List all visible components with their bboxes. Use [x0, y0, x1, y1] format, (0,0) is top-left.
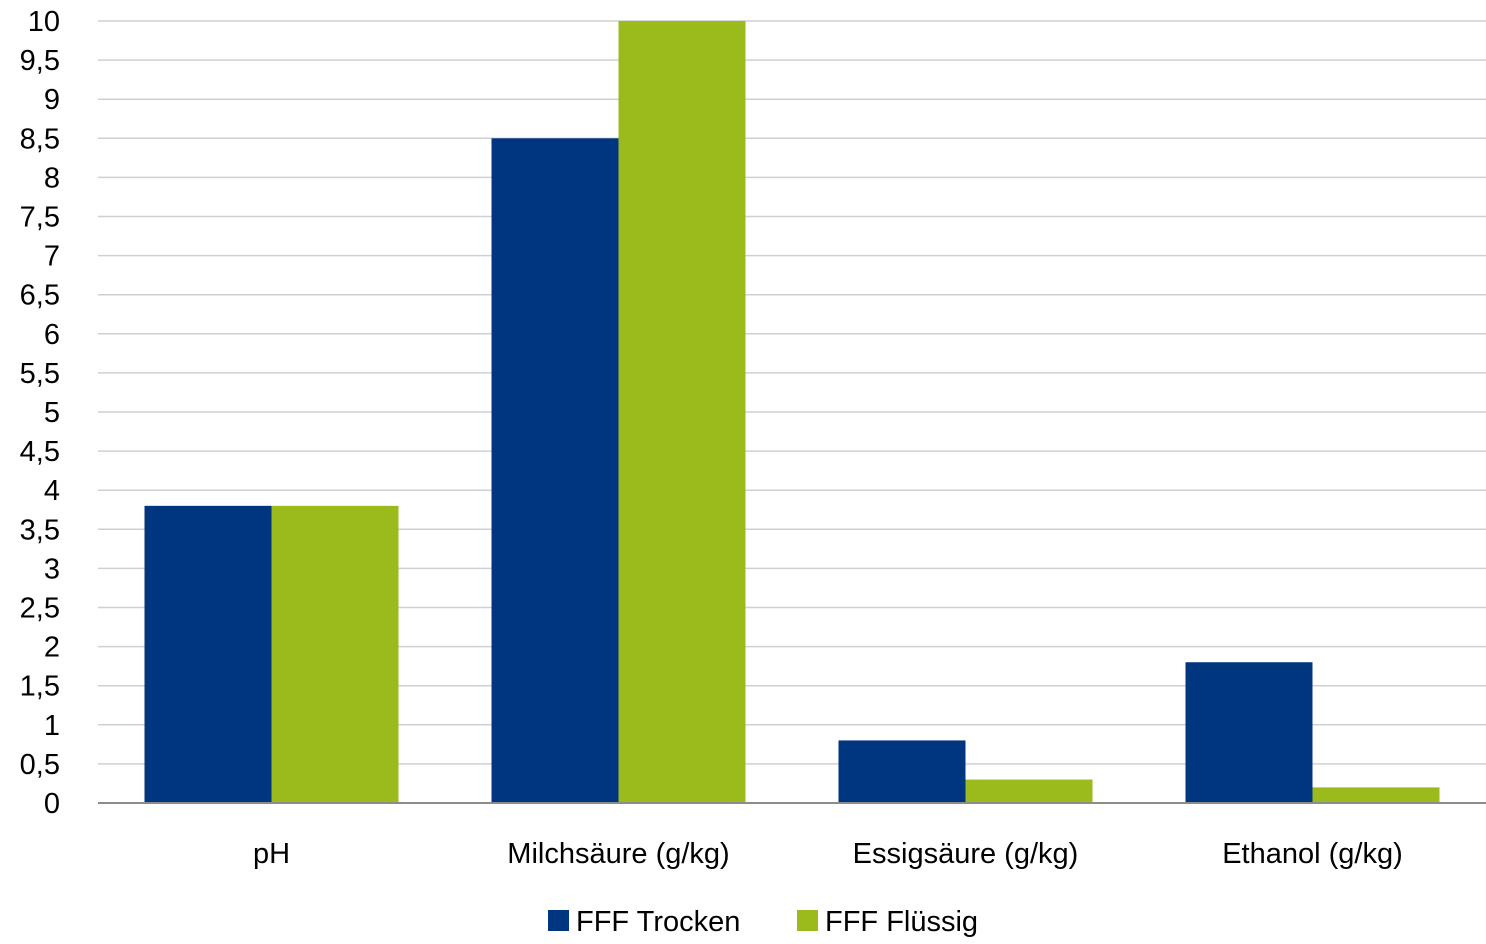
y-tick-label: 5,5: [20, 358, 60, 390]
y-tick-label: 3: [44, 553, 60, 585]
y-tick-label: 7,5: [20, 202, 60, 234]
y-tick-label: 9,5: [20, 45, 60, 77]
legend-label: FFF Trocken: [576, 906, 740, 938]
x-category-label: pH: [253, 838, 290, 870]
x-category-label: Essigsäure (g/kg): [853, 838, 1079, 870]
y-tick-label: 1,5: [20, 671, 60, 703]
bar-fff-fluessig: [618, 21, 746, 803]
y-tick-label: 4: [44, 475, 60, 507]
y-tick-label: 0,5: [20, 749, 60, 781]
y-tick-label: 7: [44, 241, 60, 273]
legend-item: FFF Trocken: [548, 906, 740, 938]
x-category-label: Ethanol (g/kg): [1222, 838, 1403, 870]
y-tick-label: 5: [44, 397, 60, 429]
x-axis-category-labels: pH Milchsäure (g/kg) Essigsäure (g/kg) Etha…: [253, 838, 1403, 870]
bar-fff-trocken: [144, 505, 272, 803]
y-tick-label: 3,5: [20, 514, 60, 546]
bar-fff-trocken: [1185, 662, 1313, 803]
y-tick-label: 0: [44, 788, 60, 820]
bar-fff-fluessig: [965, 779, 1093, 803]
x-category-label: Milchsäure (g/kg): [507, 838, 729, 870]
y-tick-label: 6: [44, 319, 60, 351]
y-tick-label: 1: [44, 710, 60, 742]
bar-fff-fluessig: [271, 505, 399, 803]
bar-fff-trocken: [838, 740, 966, 803]
bar-fff-trocken: [491, 138, 619, 804]
legend-swatch: [548, 910, 569, 931]
legend-label: FFF Flüssig: [825, 906, 978, 938]
bars: [144, 21, 1440, 804]
y-tick-label: 6,5: [20, 280, 60, 312]
legend: FFF Trocken FFF Flüssig: [548, 906, 978, 938]
bar-fff-fluessig: [1312, 787, 1440, 803]
y-tick-label: 10: [28, 6, 60, 38]
legend-swatch: [797, 910, 818, 931]
y-tick-label: 9: [44, 84, 60, 116]
y-tick-label: 2: [44, 632, 60, 664]
y-tick-label: 2,5: [20, 593, 60, 625]
y-axis-tick-labels: 0 0,5 1 1,5 2 2,5 3 3,5 4 4,5 5 5,5 6 6,5 7 7,5 8 8,5 9 9,5…: [20, 6, 60, 820]
legend-item: FFF Flüssig: [797, 906, 978, 938]
y-tick-label: 8,5: [20, 123, 60, 155]
y-tick-label: 4,5: [20, 436, 60, 468]
y-tick-label: 8: [44, 162, 60, 194]
